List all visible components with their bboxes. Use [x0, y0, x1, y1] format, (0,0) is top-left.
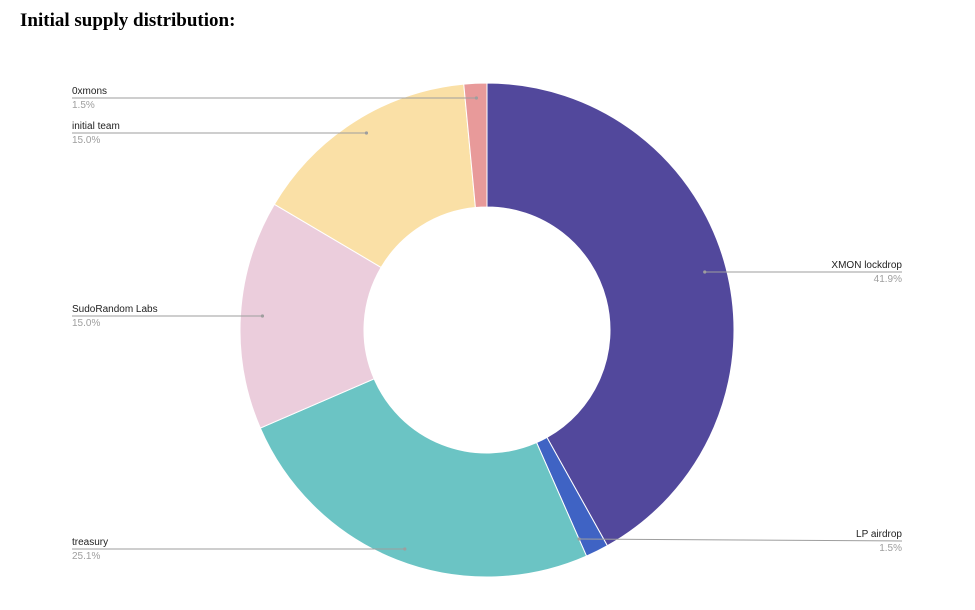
slice-treasury[interactable]	[259, 378, 588, 578]
slice-value-xmon-lockdrop: 41.9%	[874, 274, 902, 285]
slice-sudorandom-labs[interactable]	[239, 203, 382, 429]
slice-value-initial-team: 15.0%	[72, 135, 100, 146]
slice-label-xmon-lockdrop: XMON lockdrop	[831, 260, 902, 271]
slice-label-sudorandom-labs: SudoRandom Labs	[72, 304, 158, 315]
slice-label-initial-team: initial team	[72, 121, 120, 132]
slice-value-lp-airdrop: 1.5%	[879, 543, 902, 554]
slice-value-sudorandom-labs: 15.0%	[72, 318, 100, 329]
slice-label-lp-airdrop: LP airdrop	[856, 529, 902, 540]
slice-xmon-lockdrop[interactable]	[486, 82, 735, 547]
slice-value-0xmons: 1.5%	[72, 100, 95, 111]
chart-heading: Initial supply distribution:	[20, 10, 236, 31]
slice-0xmons[interactable]	[463, 82, 488, 209]
slice-value-treasury: 25.1%	[72, 551, 100, 562]
slice-label-treasury: treasury	[72, 537, 108, 548]
slice-label-0xmons: 0xmons	[72, 86, 107, 97]
slice-initial-team[interactable]	[273, 83, 476, 269]
leader-line-lp-airdrop	[579, 538, 903, 542]
